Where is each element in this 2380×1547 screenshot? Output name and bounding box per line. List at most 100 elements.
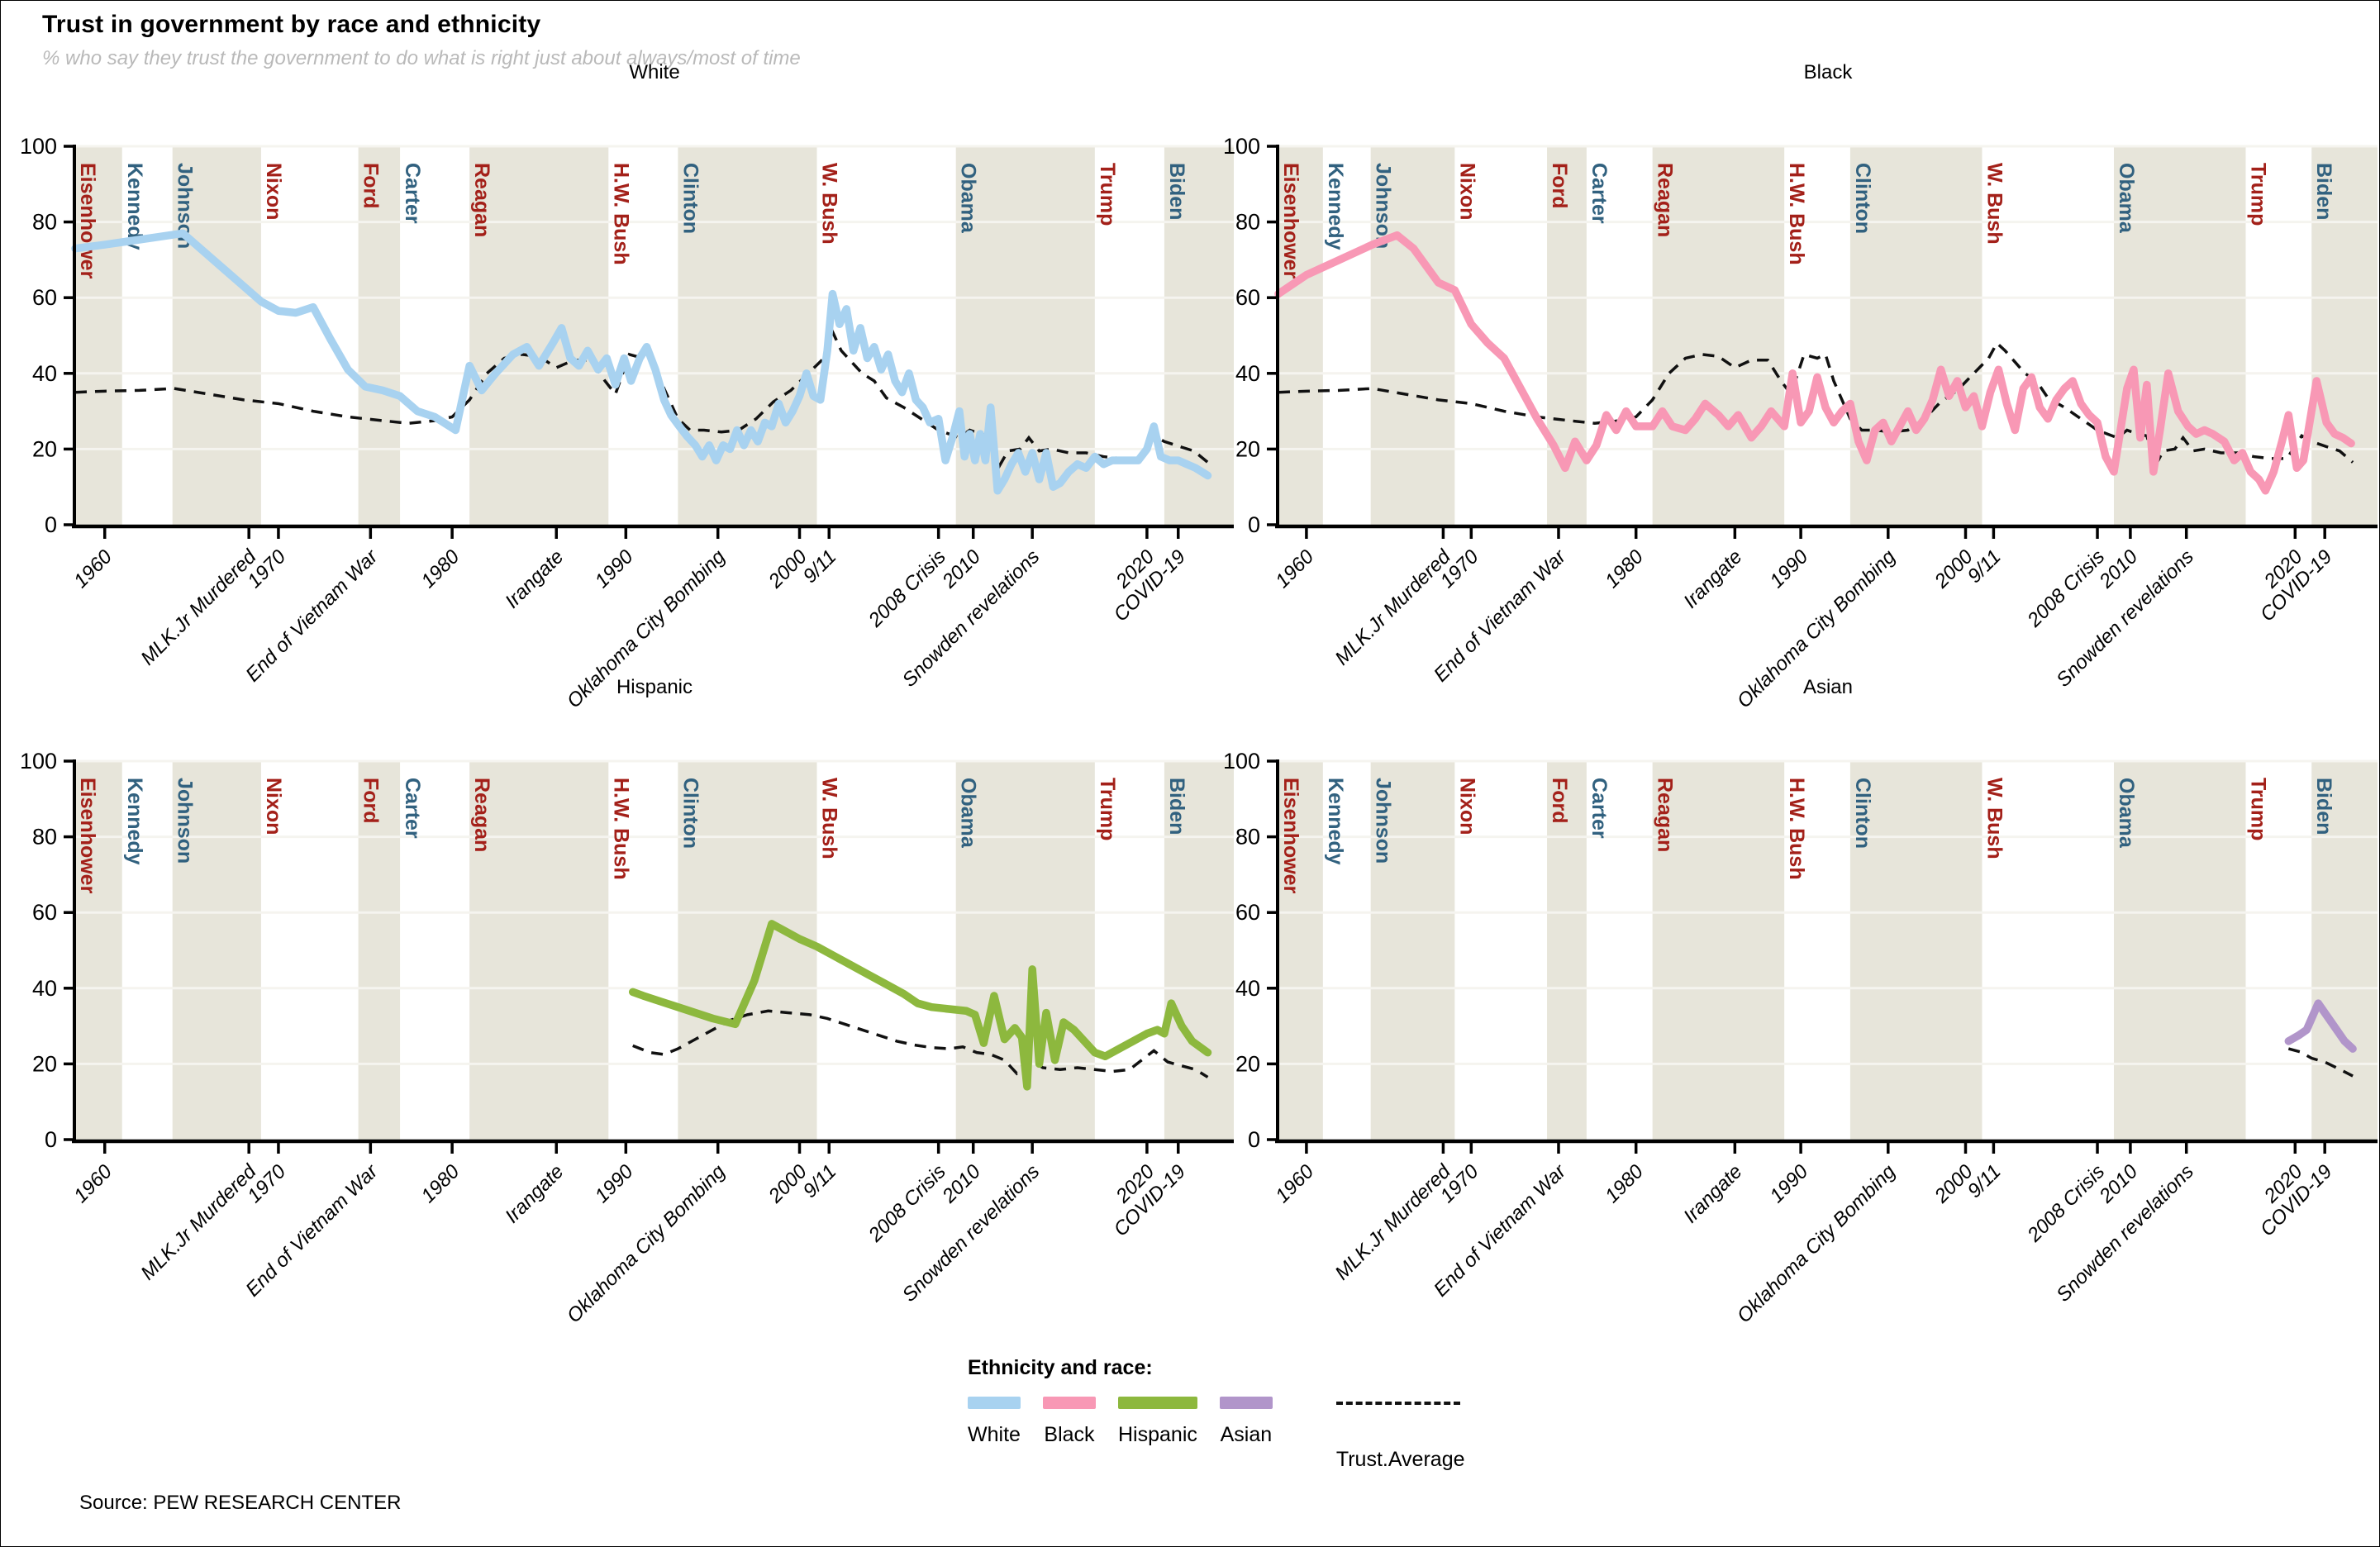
x-tick-label-9-11: 9/11	[1963, 545, 2006, 588]
x-tick-label-end-of-vietnam-war: End of Vietnam War	[241, 1159, 383, 1301]
x-tick-label-2000: 2000	[1930, 545, 1978, 593]
president-label-carter: Carter	[1587, 778, 1611, 839]
president-label-johnson: Johnson	[1372, 163, 1395, 249]
term-band-reagan	[1652, 146, 1785, 525]
x-tick-label-1980: 1980	[417, 545, 464, 593]
president-label-reagan: Reagan	[1654, 163, 1677, 237]
president-label-w-bush: W. Bush	[818, 163, 841, 245]
president-label-ford: Ford	[1548, 163, 1571, 209]
x-tick-label-2020: 2020	[2259, 1160, 2307, 1208]
panel-asian: Eisenhower Kennedy Johnson Nixon Ford Carter R…	[1223, 676, 2378, 1328]
x-tick-label-oklahoma-city-bombing: Oklahoma City Bombing	[563, 545, 731, 713]
president-label-trump: Trump	[1096, 163, 1119, 226]
president-label-nixon: Nixon	[262, 778, 285, 835]
x-tick-label-1960: 1960	[1271, 545, 1318, 593]
x-tick-label-2010: 2010	[937, 545, 985, 593]
president-label-w-bush: W. Bush	[1983, 778, 2006, 859]
legend-item-asian: Asian	[1219, 1397, 1273, 1447]
x-tick-label-1970: 1970	[1436, 545, 1483, 593]
term-band-biden	[2311, 146, 2378, 525]
y-tick-label-20: 20	[32, 1051, 57, 1076]
x-tick-label-oklahoma-city-bombing: Oklahoma City Bombing	[1733, 1160, 1901, 1328]
trust-line-black	[1274, 231, 2355, 495]
x-tick-label-end-of-vietnam-war: End of Vietnam War	[1430, 545, 1571, 686]
x-tick-label-snowden-revelations: Snowden revelations	[2052, 545, 2198, 692]
x-tick-label-irangate: Irangate	[1679, 1160, 1746, 1227]
x-tick-label-1970: 1970	[1436, 1160, 1483, 1207]
term-band-ford	[358, 146, 401, 525]
president-label-johnson: Johnson	[174, 163, 197, 249]
legend-title: Ethnicity and race:	[968, 1356, 1153, 1379]
legend-label-asian: Asian	[1220, 1423, 1273, 1446]
term-band-reagan	[469, 146, 609, 525]
white-series-swatch	[968, 1397, 1021, 1409]
x-tick-label-2008-crisis: 2008 Crisis	[2023, 545, 2110, 632]
y-tick-label-0: 0	[1248, 1127, 1260, 1152]
term-band-clinton	[1849, 146, 1983, 525]
y-tick-label-20: 20	[1235, 436, 1260, 461]
president-label-clinton: Clinton	[678, 163, 702, 234]
term-band-obama	[955, 146, 1095, 525]
x-tick-label-irangate: Irangate	[501, 1160, 568, 1227]
president-label-johnson: Johnson	[174, 778, 197, 864]
president-label-nixon: Nixon	[1455, 163, 1478, 220]
president-label-clinton: Clinton	[1851, 778, 1874, 849]
president-label-ford: Ford	[359, 778, 383, 824]
x-tick-label-covid-19: COVID-19	[1110, 1160, 1190, 1240]
legend-row: White Black Hispanic Asian Trust.Average	[968, 1397, 1465, 1472]
president-label-eisenhower: Eisenhower	[76, 778, 99, 894]
president-label-carter: Carter	[401, 778, 424, 839]
x-tick-label-irangate: Irangate	[1679, 545, 1746, 612]
y-tick-label-0: 0	[45, 512, 57, 537]
president-label-carter: Carter	[1587, 163, 1611, 224]
panel-black: Eisenhower Kennedy Johnson Nixon Ford Carter R…	[1223, 61, 2378, 713]
president-label-carter: Carter	[401, 163, 424, 224]
x-tick-label-1960: 1960	[69, 545, 117, 593]
trust-average-line	[1278, 340, 2354, 470]
x-tick-label-1980: 1980	[1601, 1160, 1648, 1207]
y-tick-label-40: 40	[1235, 976, 1260, 1001]
y-tick-label-100: 100	[1223, 134, 1260, 159]
president-label-biden: Biden	[2312, 778, 2335, 835]
x-tick-label-9-11: 9/11	[799, 545, 841, 588]
term-band-johnson	[1370, 761, 1455, 1140]
panel-title-hispanic: Hispanic	[616, 676, 693, 698]
term-band-johnson	[1370, 146, 1455, 525]
term-band-reagan	[1652, 761, 1785, 1140]
president-label-obama: Obama	[2115, 163, 2138, 234]
term-band-ford	[1547, 146, 1587, 525]
president-label-biden: Biden	[2312, 163, 2335, 220]
x-tick-label-1990: 1990	[1765, 1160, 1812, 1207]
term-band-johnson	[172, 146, 261, 525]
president-label-reagan: Reagan	[470, 778, 493, 852]
x-tick-label-mlk-jr-murdered: MLK.Jr Murdered	[136, 1160, 261, 1285]
y-tick-label-0: 0	[1248, 512, 1260, 537]
x-tick-label-1990: 1990	[1765, 545, 1812, 593]
x-tick-label-2020: 2020	[1111, 545, 1159, 593]
y-tick-label-60: 60	[32, 285, 57, 310]
president-label-kennedy: Kennedy	[1324, 778, 1347, 865]
president-label-eisenhower: Eisenhower	[76, 163, 99, 279]
term-band-biden	[1164, 146, 1234, 525]
term-band-eisenhower	[75, 761, 122, 1140]
x-tick-label-1980: 1980	[1601, 545, 1648, 593]
y-tick-label-80: 80	[32, 825, 57, 850]
x-tick-label-snowden-revelations: Snowden revelations	[898, 1160, 1045, 1307]
president-label-h-w-bush: H.W. Bush	[609, 163, 632, 265]
term-band-ford	[358, 761, 401, 1140]
trust-average-line	[632, 1009, 1209, 1078]
x-tick-label-2000: 2000	[1930, 1160, 1978, 1208]
legend-label-black: Black	[1044, 1423, 1095, 1446]
legend-item-black: Black	[1043, 1397, 1096, 1447]
x-tick-label-1960: 1960	[69, 1160, 117, 1207]
president-label-nixon: Nixon	[1455, 778, 1478, 835]
panel-title-black: Black	[1804, 61, 1854, 83]
president-label-eisenhower: Eisenhower	[1279, 163, 1302, 279]
president-label-h-w-bush: H.W. Bush	[1785, 778, 1808, 880]
x-tick-label-oklahoma-city-bombing: Oklahoma City Bombing	[1733, 545, 1901, 713]
legend-avg-label: Trust.Average	[1335, 1448, 1465, 1471]
x-tick-label-2000: 2000	[764, 1160, 812, 1208]
legend-label-white: White	[968, 1423, 1021, 1446]
president-label-clinton: Clinton	[678, 778, 702, 849]
